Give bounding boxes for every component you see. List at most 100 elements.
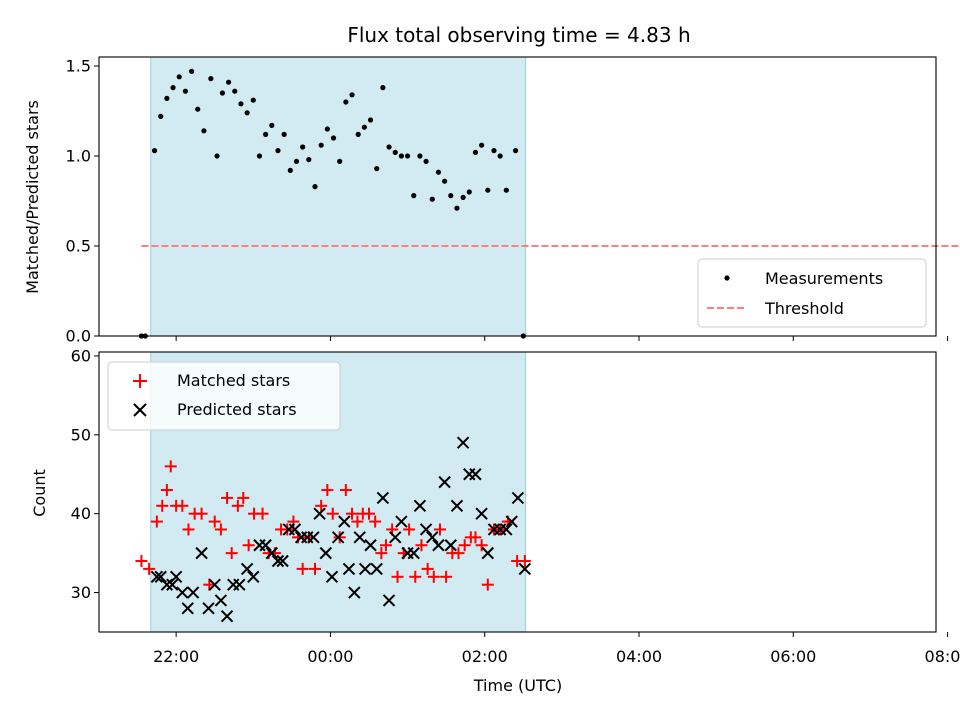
top-y-ticks: 0.0 0.5 1.0 1.5 xyxy=(66,57,99,346)
matched-star-point xyxy=(481,578,494,591)
matched-star-point xyxy=(379,539,392,552)
matched-star-point xyxy=(333,531,346,544)
threshold-legend-label: Threshold xyxy=(764,299,844,318)
predicted-star-point xyxy=(220,610,234,623)
y-tick-label: 30 xyxy=(71,583,91,602)
measurement-point xyxy=(195,106,201,112)
measurement-point xyxy=(238,101,244,107)
predicted-star-point xyxy=(319,546,333,560)
matched-star-point xyxy=(391,570,404,583)
predicted-marker-b xyxy=(214,594,228,607)
predicted-marker-b xyxy=(166,578,179,591)
predicted-star-point xyxy=(500,523,513,536)
bottom-y-ticks: 30 40 50 60 xyxy=(71,346,99,602)
matched-star-point xyxy=(143,562,156,575)
y-tick-label: 60 xyxy=(71,346,91,365)
matched-star-point xyxy=(296,562,309,575)
matched-star-point xyxy=(375,547,388,560)
predicted-star-point xyxy=(313,507,326,520)
x-tick-label: 02:00 xyxy=(462,647,508,666)
predicted-stars-points xyxy=(150,436,532,623)
predicted-marker-b xyxy=(319,546,333,560)
matched-legend-marker xyxy=(133,374,147,388)
predicted-marker-b xyxy=(288,523,302,536)
predicted-marker-b xyxy=(259,539,272,552)
predicted-marker-b xyxy=(338,515,351,528)
predicted-marker-b xyxy=(233,578,246,591)
predicted-star-point xyxy=(413,499,427,513)
predicted-marker-b xyxy=(481,546,495,560)
x-tick-label: 04:00 xyxy=(616,647,662,666)
bottom-legend-box xyxy=(107,361,341,431)
predicted-marker-b xyxy=(331,531,345,544)
measurement-point xyxy=(164,95,170,101)
predicted-marker-b xyxy=(450,499,464,513)
measurement-point xyxy=(263,131,269,137)
measurement-point xyxy=(355,131,361,137)
predicted-marker-b xyxy=(370,562,383,576)
y-tick-label: 40 xyxy=(71,504,91,523)
measurement-point xyxy=(312,184,318,190)
predicted-marker-b xyxy=(444,539,457,552)
measurement-point xyxy=(256,153,263,159)
matched-star-point xyxy=(339,484,352,497)
predicted-star-point xyxy=(469,468,482,481)
x-tick-label: 08:00 xyxy=(925,647,960,666)
predicted-marker-b xyxy=(181,602,194,615)
measurement-point xyxy=(423,158,429,164)
matched-star-point xyxy=(164,460,177,473)
measurement-point xyxy=(472,149,479,155)
predicted-star-point xyxy=(444,539,457,552)
top-panel: 0.0 0.5 1.0 1.5 Matched/Predicted stars Mea… xyxy=(23,56,960,346)
predicted-marker-b xyxy=(220,610,234,623)
measurement-point xyxy=(337,158,343,164)
measurement-point xyxy=(269,122,275,128)
predicted-star-point xyxy=(370,562,383,576)
predicted-marker-b xyxy=(419,523,433,536)
predicted-marker-b xyxy=(376,491,390,505)
measurements-legend-label: Measurements xyxy=(765,269,883,288)
measurement-point xyxy=(201,128,207,134)
y-tick-label: 1.0 xyxy=(66,147,91,166)
matched-star-point xyxy=(256,507,269,520)
measurement-point xyxy=(466,189,472,195)
x-tick-label: 22:00 xyxy=(153,647,199,666)
predicted-star-point xyxy=(325,570,339,583)
measurement-point xyxy=(170,85,176,91)
predicted-marker-b xyxy=(456,436,470,449)
measurement-point xyxy=(182,88,188,94)
measurement-point xyxy=(232,88,238,94)
predicted-marker-b xyxy=(325,570,339,583)
measurement-point xyxy=(479,142,485,148)
predicted-marker-b xyxy=(271,554,285,568)
predicted-star-point xyxy=(364,539,377,552)
predicted-marker-b xyxy=(469,468,482,481)
matched-star-point xyxy=(458,539,471,552)
measurement-point xyxy=(380,85,386,91)
measurement-point xyxy=(250,97,256,103)
predicted-star-point xyxy=(240,562,254,576)
y-tick-label: 1.5 xyxy=(66,57,91,76)
measurement-point xyxy=(374,166,380,172)
predicted-star-point xyxy=(348,586,361,599)
matched-star-point xyxy=(281,523,294,536)
bottom-legend: Matched stars Predicted stars xyxy=(107,361,341,431)
matched-star-point xyxy=(182,523,195,536)
x-tick-label: 06:00 xyxy=(770,647,816,666)
predicted-star-point xyxy=(154,570,167,583)
matched-star-point xyxy=(135,555,148,568)
predicted-star-point xyxy=(342,562,356,576)
predicted-star-point xyxy=(456,436,470,449)
y-tick-label: 50 xyxy=(71,425,91,444)
measurement-point xyxy=(281,131,287,137)
matched-star-point xyxy=(176,499,189,512)
predicted-star-point xyxy=(202,602,215,615)
predicted-star-point xyxy=(353,531,366,544)
predicted-marker-b xyxy=(505,515,518,528)
predicted-star-point xyxy=(505,515,518,528)
predicted-star-point xyxy=(407,546,420,560)
x-axis-label: Time (UTC) xyxy=(473,676,562,695)
bottom-x-ticks: 22:00 00:00 02:00 04:00 06:00 08:00 xyxy=(153,632,960,666)
predicted-marker-b xyxy=(389,531,402,544)
